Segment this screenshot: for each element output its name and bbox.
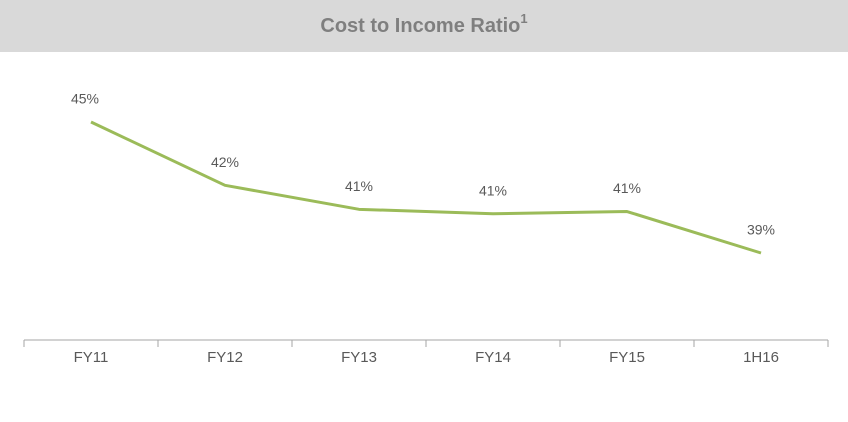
x-tick-label: FY13 (341, 349, 377, 366)
data-label: 41% (613, 180, 641, 196)
chart-title: Cost to Income Ratio1 (320, 11, 527, 37)
title-footnote: 1 (520, 11, 527, 26)
title-band (0, 0, 848, 52)
x-tick-label: FY15 (609, 349, 645, 366)
x-tick-label: FY11 (74, 349, 109, 366)
title-text: Cost to Income Ratio (320, 15, 520, 37)
x-tick-label: FY12 (207, 349, 243, 366)
x-tick-label: 1H16 (743, 349, 779, 366)
data-line (90, 120, 762, 255)
data-label: 39% (747, 222, 775, 238)
x-tick-label: FY14 (475, 349, 511, 366)
data-label: 42% (211, 154, 239, 170)
data-label: 41% (345, 178, 373, 194)
data-label: 41% (479, 182, 507, 198)
data-label: 45% (71, 91, 99, 107)
